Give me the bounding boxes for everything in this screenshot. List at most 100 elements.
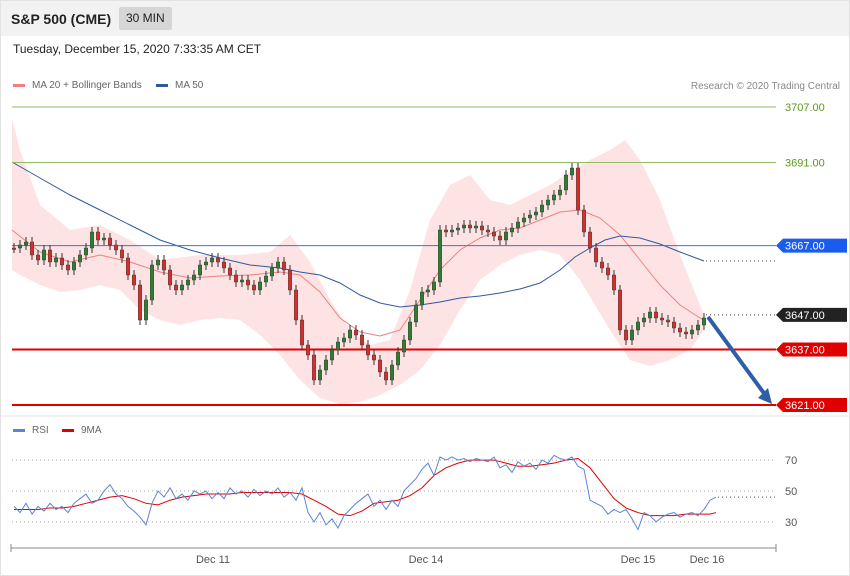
candle-body (155, 259, 160, 266)
candle-body (654, 311, 659, 319)
candle-body (384, 371, 389, 381)
candle-body (606, 267, 611, 276)
candle-body (330, 349, 335, 361)
candle-body (702, 317, 707, 326)
instrument-title: S&P 500 (CME) (11, 11, 112, 27)
candle-body (474, 225, 479, 229)
candle-body (402, 339, 407, 353)
candle-body (83, 247, 88, 256)
level-tag-3667.00 (776, 238, 847, 253)
level-label-3667.00: 3667.00 (785, 241, 825, 253)
candle-body (666, 319, 671, 323)
rsi-level-label-50: 50 (785, 486, 797, 498)
candle-body (282, 261, 287, 271)
candle-body (318, 369, 323, 381)
level-label-3637.00: 3637.00 (785, 345, 825, 357)
candle-body (11, 247, 16, 250)
ma20-swatch (13, 83, 25, 87)
candle-body (251, 284, 256, 291)
forecast-arrowhead (758, 388, 772, 404)
candle-body (60, 257, 65, 266)
legend-ma50: MA 50 (156, 80, 203, 91)
level-tag-3621.00 (776, 398, 847, 412)
candle-body (360, 334, 365, 346)
level-label-3647.00: 3647.00 (785, 310, 825, 322)
candle-body (414, 304, 419, 323)
legend-ma20: MA 20 + Bollinger Bands (13, 80, 142, 91)
candle-body (245, 279, 250, 286)
candle-body (570, 167, 575, 176)
candle-body (696, 324, 701, 331)
candle-body (71, 261, 76, 271)
forecast-arrow-shaft (706, 315, 768, 398)
candle-body (233, 274, 238, 283)
candle-body (450, 229, 455, 233)
candle-body (125, 257, 130, 276)
candle-body (65, 264, 70, 271)
x-tick-label-Dec-16: Dec 16 (690, 554, 725, 566)
legend-ma20-label: MA 20 + Bollinger Bands (32, 80, 142, 91)
candle-body (54, 257, 59, 263)
candle-body (77, 254, 82, 263)
candle-body (426, 289, 431, 293)
candle-body (462, 224, 467, 229)
x-tick-label-Dec-11: Dec 11 (196, 554, 230, 566)
candle-body (119, 249, 124, 259)
candle-body (221, 261, 226, 269)
candle-body (288, 269, 293, 291)
candle-body (30, 241, 35, 256)
candle-body (258, 281, 263, 291)
x-tick-label-Dec-14: Dec 14 (409, 554, 444, 566)
candle-body (294, 289, 299, 321)
candle-body (528, 214, 533, 219)
level-label-3621.00: 3621.00 (785, 400, 825, 412)
candle-body (546, 199, 551, 206)
candle-body (215, 257, 220, 263)
rsi-line (13, 454, 717, 531)
candle-body (492, 231, 497, 237)
candle-body (576, 167, 581, 211)
candle-body (42, 249, 47, 261)
candle-body (95, 231, 100, 241)
candle-body (630, 329, 635, 341)
candle-body (209, 257, 214, 263)
candle-body (558, 189, 563, 196)
candle-body (300, 319, 305, 346)
candle-body (498, 235, 503, 241)
candle-body (185, 279, 190, 286)
candle-body (101, 237, 106, 241)
legend-ma50-label: MA 50 (175, 80, 204, 91)
candle-body (239, 279, 244, 283)
candle-body (149, 264, 154, 301)
candle-body (276, 261, 281, 269)
candle-body (480, 225, 485, 231)
candle-body (18, 244, 23, 249)
candle-body (468, 224, 473, 229)
candle-body (432, 281, 437, 291)
ma20-line (11, 209, 705, 337)
interval-button[interactable]: 30 MIN (119, 7, 172, 30)
candle-body (312, 354, 317, 381)
candle-body (588, 231, 593, 249)
legend-9ma-label: 9MA (81, 425, 102, 436)
candle-body (624, 329, 629, 341)
candle-body (504, 231, 509, 241)
candle-body (510, 227, 515, 233)
level-label-3691.00: 3691.00 (785, 157, 825, 169)
candle-body (113, 244, 118, 251)
candle-body (534, 211, 539, 216)
candle-body (179, 284, 184, 291)
candle-body (48, 249, 53, 263)
candle-body (690, 329, 695, 335)
candle-body (197, 264, 202, 276)
candle-body (408, 321, 413, 341)
header-bar: S&P 500 (CME) 30 MIN (0, 0, 850, 36)
candle-body (336, 341, 341, 351)
candle-body (540, 204, 545, 213)
ma50-swatch (156, 83, 168, 87)
rsi-level-label-30: 30 (785, 517, 797, 529)
candle-body (131, 274, 136, 286)
candle-body (456, 227, 461, 231)
candle-body (486, 229, 491, 233)
